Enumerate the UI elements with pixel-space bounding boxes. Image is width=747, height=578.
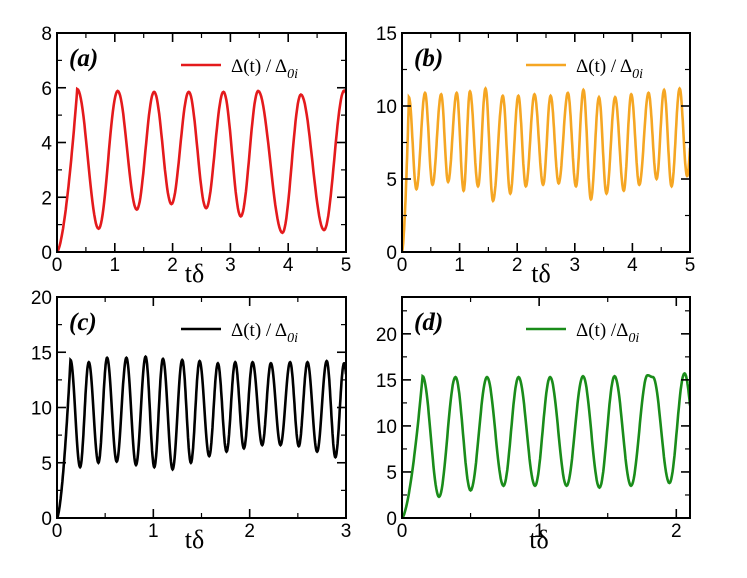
legend-label-main: Δ(t) / Δ	[231, 56, 287, 77]
legend-label-subscript: 0i	[628, 331, 639, 346]
y-tick-label: 5	[386, 170, 397, 191]
x-tick-label: 5	[685, 255, 696, 276]
x-tick-label: 2	[671, 521, 682, 542]
x-axis-label: tδ	[531, 259, 550, 288]
x-tick-label: 2	[512, 255, 523, 276]
y-tick-label: 15	[376, 24, 397, 45]
chart-panel-3: 0 1 2 3 0 5 10 15 20 tδ (c) Δ(t) / Δ0i	[31, 288, 351, 554]
x-tick-label: 3	[225, 255, 236, 276]
series-line-1	[402, 86, 690, 252]
y-tick-label: 20	[31, 288, 52, 309]
x-axis-label: tδ	[185, 259, 204, 288]
legend-label: Δ(t) / Δ0i	[231, 320, 298, 346]
y-tick-label: 5	[386, 463, 397, 484]
x-tick-label: 0	[397, 521, 408, 542]
y-tick-label: 0	[41, 509, 52, 530]
x-tick-label: 2	[167, 255, 178, 276]
panel-label: (b)	[414, 45, 443, 72]
x-tick-label: 0	[52, 521, 63, 542]
legend-label-main: Δ(t) / Δ	[231, 320, 287, 341]
legend-label-main: Δ(t) / Δ	[576, 56, 632, 77]
y-tick-label: 0	[386, 243, 397, 264]
y-tick-label: 20	[376, 325, 397, 346]
y-tick-label: 10	[31, 399, 52, 420]
x-tick-label: 4	[283, 255, 294, 276]
legend-label-subscript: 0i	[287, 331, 298, 346]
chart-panel-2: 0 1 2 3 4 5 0 5 10 15 tδ (b) Δ(t) / Δ0i	[376, 24, 695, 288]
x-tick-label: 0	[397, 255, 408, 276]
x-axis-label: tδ	[185, 525, 204, 554]
y-tick-label: 8	[41, 24, 52, 45]
y-tick-label: 2	[41, 188, 52, 209]
x-axis-label: tδ	[529, 525, 548, 554]
series-line-1	[57, 86, 346, 252]
x-tick-label: 5	[341, 255, 352, 276]
y-tick-label: 15	[31, 343, 52, 364]
series-line-1	[402, 371, 690, 518]
y-tick-label: 4	[41, 134, 52, 155]
x-tick-label: 0	[52, 255, 63, 276]
legend-label: Δ(t) / Δ0i	[231, 56, 298, 82]
y-tick-label: 0	[41, 243, 52, 264]
y-tick-label: 6	[41, 79, 52, 100]
legend-label-subscript: 0i	[632, 67, 643, 82]
y-tick-label: 15	[376, 371, 397, 392]
y-tick-label: 0	[386, 509, 397, 530]
series-line-1	[57, 354, 346, 518]
panel-label: (d)	[414, 309, 443, 336]
x-tick-label: 4	[627, 255, 638, 276]
panel-label: (c)	[69, 309, 97, 336]
x-tick-label: 3	[341, 521, 352, 542]
legend-label-main: Δ(t) /Δ	[576, 320, 628, 341]
x-tick-label: 1	[148, 521, 159, 542]
panel-label: (a)	[69, 45, 98, 72]
x-tick-label: 1	[534, 521, 545, 542]
legend-label-subscript: 0i	[287, 67, 298, 82]
plot-frame	[401, 296, 691, 519]
x-tick-label: 1	[110, 255, 121, 276]
x-tick-label: 1	[454, 255, 465, 276]
x-tick-label: 2	[244, 521, 255, 542]
legend-label: Δ(t) /Δ0i	[576, 320, 639, 346]
legend-label: Δ(t) / Δ0i	[576, 56, 643, 82]
y-tick-label: 5	[41, 454, 52, 475]
x-tick-label: 3	[570, 255, 581, 276]
y-tick-label: 10	[376, 97, 397, 118]
chart-panel-1: 0 1 2 3 4 5 0 2 4 6 8 tδ (a) Δ(t) / Δ0i	[41, 24, 351, 288]
y-tick-label: 10	[376, 417, 397, 438]
